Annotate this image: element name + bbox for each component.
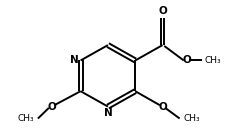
- Text: N: N: [104, 108, 112, 118]
- Text: N: N: [70, 55, 79, 65]
- Text: O: O: [158, 6, 167, 16]
- Text: O: O: [182, 55, 191, 65]
- Text: CH₃: CH₃: [204, 56, 221, 65]
- Text: CH₃: CH₃: [184, 114, 200, 123]
- Text: CH₃: CH₃: [17, 114, 34, 123]
- Text: O: O: [158, 102, 167, 112]
- Text: O: O: [47, 102, 56, 112]
